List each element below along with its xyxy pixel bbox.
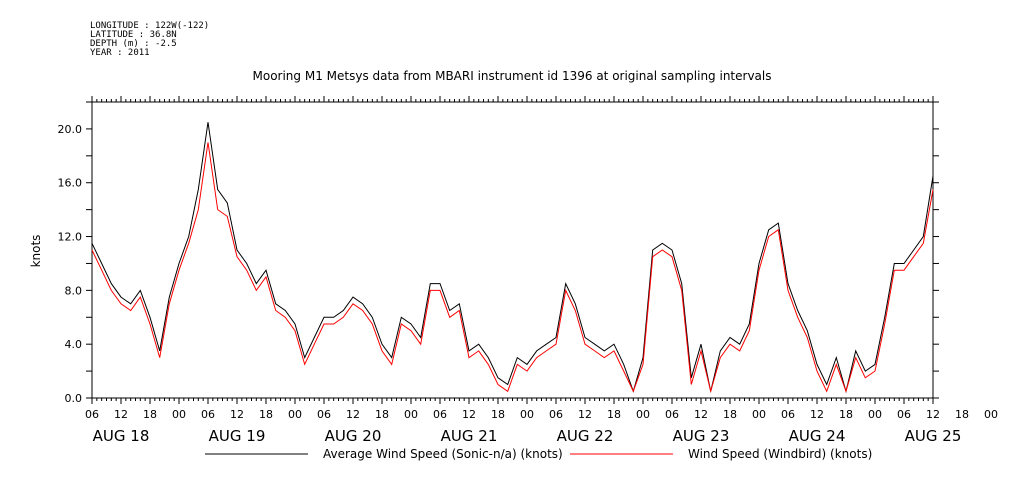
hour-tick-label: 00 <box>520 408 534 421</box>
day-label: AUG 20 <box>325 427 382 445</box>
day-label: AUG 21 <box>441 427 498 445</box>
series-lines <box>91 122 934 394</box>
hour-tick-label: 06 <box>549 408 563 421</box>
legend: Average Wind Speed (Sonic-n/a) (knots) W… <box>205 447 872 461</box>
hour-tick-label: 18 <box>607 408 621 421</box>
day-label: AUG 19 <box>209 427 266 445</box>
series-line-average-wind <box>91 122 934 394</box>
y-axis-label: knots <box>29 235 43 268</box>
y-tick-label: 4.0 <box>65 338 83 351</box>
day-label: AUG 24 <box>789 427 846 445</box>
hour-tick-label: 00 <box>288 408 302 421</box>
hour-tick-label: 12 <box>694 408 708 421</box>
axis-ticks <box>86 96 939 404</box>
hour-tick-label: 12 <box>926 408 940 421</box>
hour-tick-label: 18 <box>491 408 505 421</box>
hour-tick-label: 18 <box>143 408 157 421</box>
day-label: AUG 18 <box>93 427 150 445</box>
y-tick-label: 12.0 <box>58 231 83 244</box>
hour-tick-label: 12 <box>114 408 128 421</box>
hour-tick-label: 18 <box>723 408 737 421</box>
hour-tick-label: 12 <box>578 408 592 421</box>
hour-tick-label: 06 <box>201 408 215 421</box>
y-tick-labels: 0.0 4.0 8.0 12.0 16.0 20.0 <box>58 123 83 405</box>
hour-tick-label: 00 <box>636 408 650 421</box>
series-line-windbird <box>91 142 934 394</box>
x-tick-labels: 06 12 18 00 06 12 18 00 06 12 18 00 06 12 18 00 06 12 18 00… <box>85 408 998 445</box>
day-label: AUG 23 <box>673 427 730 445</box>
hour-tick-label: 18 <box>259 408 273 421</box>
hour-tick-label: 06 <box>781 408 795 421</box>
hour-tick-label: 00 <box>172 408 186 421</box>
day-label: AUG 25 <box>905 427 962 445</box>
hour-tick-label: 06 <box>897 408 911 421</box>
hour-tick-label: 18 <box>375 408 389 421</box>
longitude-text: LONGITUDE : 122W(-122) <box>90 21 210 31</box>
meta-block: LONGITUDE : 122W(-122) LATITUDE : 36.8N … <box>90 22 209 58</box>
hour-tick-label: 00 <box>984 408 998 421</box>
y-tick-label: 0.0 <box>65 392 83 405</box>
hour-tick-label: 06 <box>317 408 331 421</box>
hour-tick-label: 06 <box>665 408 679 421</box>
hour-tick-label: 00 <box>868 408 882 421</box>
hour-tick-label: 06 <box>433 408 447 421</box>
depth-text: DEPTH (m) : -2.5 <box>90 39 177 49</box>
hour-tick-label: 00 <box>752 408 766 421</box>
hour-tick-label: 00 <box>404 408 418 421</box>
hour-tick-label: 12 <box>346 408 360 421</box>
y-tick-label: 16.0 <box>58 177 83 190</box>
legend-label-average: Average Wind Speed (Sonic-n/a) (knots) <box>323 447 563 461</box>
hour-tick-label: 06 <box>85 408 99 421</box>
latitude-text: LATITUDE : 36.8N <box>90 30 177 40</box>
day-label: AUG 22 <box>557 427 614 445</box>
hour-tick-label: 18 <box>955 408 969 421</box>
year-text: YEAR : 2011 <box>90 48 150 58</box>
chart-title: Mooring M1 Metsys data from MBARI instru… <box>253 69 772 83</box>
y-tick-label: 8.0 <box>65 284 83 297</box>
plot-frame <box>91 101 934 399</box>
hour-tick-label: 18 <box>839 408 853 421</box>
hour-tick-label: 12 <box>810 408 824 421</box>
hour-tick-label: 12 <box>462 408 476 421</box>
hour-tick-label: 12 <box>230 408 244 421</box>
legend-label-windbird: Wind Speed (Windbird) (knots) <box>688 447 872 461</box>
y-tick-label: 20.0 <box>58 123 83 136</box>
